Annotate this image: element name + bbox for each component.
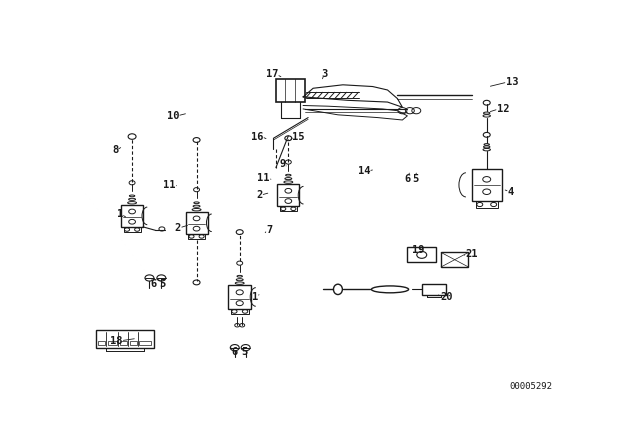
Text: 00005292: 00005292 bbox=[510, 382, 553, 391]
Bar bbox=[441, 253, 468, 267]
Text: 8: 8 bbox=[112, 145, 118, 155]
Bar bbox=[108, 341, 116, 345]
Bar bbox=[472, 168, 502, 202]
Text: 18: 18 bbox=[110, 336, 123, 346]
Text: 10: 10 bbox=[166, 111, 179, 121]
Text: 6: 6 bbox=[404, 174, 411, 184]
Bar bbox=[96, 330, 154, 348]
Text: 14: 14 bbox=[358, 166, 370, 176]
Bar bbox=[120, 341, 127, 345]
Bar bbox=[277, 184, 300, 206]
Text: 1: 1 bbox=[252, 292, 259, 302]
Text: 21: 21 bbox=[465, 249, 477, 259]
Text: 20: 20 bbox=[440, 292, 452, 302]
Bar bbox=[476, 202, 498, 207]
Bar bbox=[228, 285, 252, 309]
Text: 6: 6 bbox=[232, 347, 238, 357]
Bar bbox=[139, 341, 152, 345]
Bar bbox=[280, 206, 297, 211]
Text: 2: 2 bbox=[175, 223, 180, 233]
Text: 6: 6 bbox=[150, 279, 157, 289]
Bar bbox=[121, 205, 143, 227]
Text: 9: 9 bbox=[280, 159, 286, 169]
Text: 15: 15 bbox=[292, 132, 305, 142]
Bar bbox=[186, 212, 207, 234]
Text: 5: 5 bbox=[160, 279, 166, 289]
Bar bbox=[99, 341, 105, 345]
Bar bbox=[129, 341, 137, 345]
Bar bbox=[231, 309, 248, 314]
Text: 5: 5 bbox=[412, 174, 419, 184]
Text: 19: 19 bbox=[412, 246, 424, 255]
Text: 1: 1 bbox=[117, 209, 123, 219]
Bar bbox=[422, 284, 446, 294]
Text: 4: 4 bbox=[508, 187, 514, 197]
Text: 13: 13 bbox=[506, 77, 518, 87]
Text: 7: 7 bbox=[266, 225, 272, 235]
Text: 16: 16 bbox=[251, 132, 264, 142]
Text: 11: 11 bbox=[257, 173, 270, 183]
Bar bbox=[124, 227, 141, 232]
Text: 3: 3 bbox=[321, 69, 328, 79]
Bar bbox=[276, 78, 305, 102]
Text: 11: 11 bbox=[163, 180, 176, 190]
Text: 5: 5 bbox=[241, 347, 248, 357]
Text: 2: 2 bbox=[256, 190, 262, 200]
Bar bbox=[408, 247, 436, 263]
Text: 17: 17 bbox=[266, 69, 278, 79]
Bar bbox=[188, 234, 205, 239]
Text: 12: 12 bbox=[497, 104, 509, 114]
